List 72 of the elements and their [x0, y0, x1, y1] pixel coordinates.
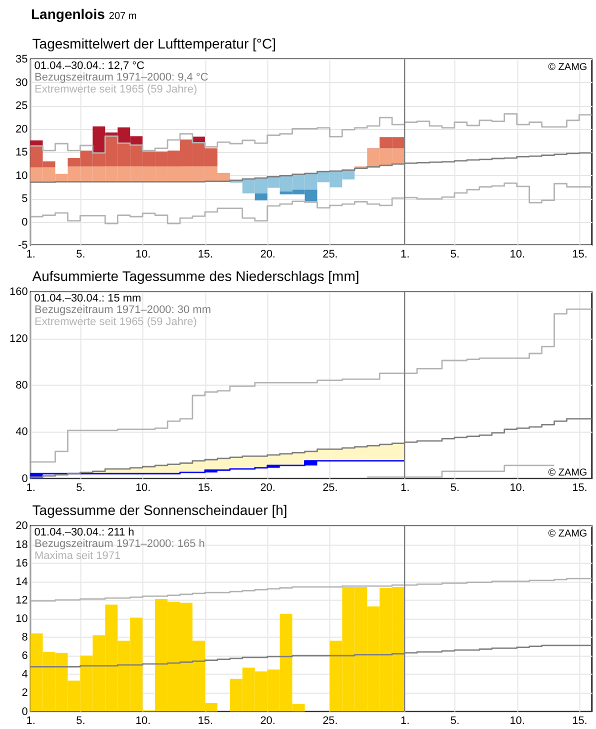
y-axis-title: Tagessumme der Sonnenscheindauer [h] — [32, 502, 288, 518]
y-tick-label: 0 — [22, 706, 28, 718]
x-tick-label: 15. — [572, 714, 588, 727]
x-tick-label: 10. — [135, 248, 151, 260]
text: Bezugszeitraum 1971–2000: 9,4 °C — [34, 72, 208, 84]
x-tick-label: 5. — [76, 482, 86, 494]
text: Extremwerte seit 1965 (59 Jahre) — [34, 316, 197, 328]
y-tick-label: 5 — [22, 193, 28, 205]
y-tick-label: 8 — [22, 632, 28, 644]
x-tick-label: 1. — [400, 248, 410, 260]
x-tick-label: 25. — [322, 248, 338, 260]
annotation: 01.04.–30.04.: 15 mm — [34, 292, 142, 305]
text: Extremwerte seit 1965 (59 Jahre) — [34, 84, 198, 96]
x-tick-label: 10. — [135, 714, 151, 727]
text: Maxima seit 1971 — [34, 550, 121, 562]
annotation: 01.04.–30.04.: 211 h — [34, 526, 134, 539]
y-tick-label: 10 — [16, 613, 28, 625]
x-tick-label: 15. — [198, 714, 214, 727]
x-tick-label: 5. — [450, 482, 460, 494]
annotation: 01.04.–30.04.: 12,7 °C — [34, 60, 145, 72]
text: Bezugszeitraum 1971–2000: 165 h — [34, 538, 205, 550]
x-tick-label: 15. — [572, 482, 588, 494]
y-tick-label: 16 — [16, 557, 28, 570]
x-tick-label: 1. — [400, 482, 410, 494]
x-tick-label: 1. — [26, 248, 36, 260]
x-tick-label: 20. — [260, 714, 276, 727]
x-tick-label: 5. — [76, 714, 86, 727]
x-tick-label: 5. — [76, 248, 86, 260]
x-tick-label: 25. — [322, 482, 338, 494]
x-tick-label: 10. — [135, 482, 151, 494]
y-tick-label: 30 — [16, 76, 28, 89]
y-tick-label: 80 — [16, 380, 28, 392]
x-tick-label: 25. — [322, 714, 338, 727]
y-tick-label: 160 — [9, 286, 28, 298]
chart-subtitle: 207 m — [108, 11, 137, 22]
y-tick-label: 40 — [16, 426, 28, 438]
y-tick-label: 20 — [16, 123, 28, 136]
y-tick-label: 4 — [22, 668, 28, 681]
x-tick-label: 15. — [198, 248, 214, 260]
annotation: © ZAMG — [548, 467, 588, 478]
x-tick-label: 15. — [198, 482, 214, 494]
y-tick-label: 120 — [9, 332, 28, 345]
x-tick-label: 10. — [510, 482, 525, 494]
x-tick-label: 1. — [26, 482, 36, 494]
y-tick-label: 25 — [16, 100, 28, 112]
y-tick-label: 15 — [16, 146, 28, 158]
x-tick-label: 10. — [510, 714, 525, 727]
y-tick-label: 14 — [16, 576, 28, 588]
x-tick-label: 10. — [510, 248, 525, 260]
y-tick-label: 0 — [22, 472, 28, 485]
annotation: © ZAMG — [548, 62, 588, 73]
y-tick-label: 35 — [16, 54, 28, 66]
x-tick-label: 5. — [450, 714, 460, 727]
x-tick-label: 15. — [572, 248, 588, 260]
text: Bezugszeitraum 1971–2000: 30 mm — [34, 304, 211, 316]
x-tick-label: 1. — [26, 714, 36, 727]
x-tick-label: 20. — [260, 248, 276, 260]
x-tick-label: 1. — [400, 714, 410, 727]
y-tick-label: 18 — [16, 538, 28, 551]
y-tick-label: 2 — [22, 687, 28, 700]
y-tick-label: -5 — [18, 240, 28, 252]
x-tick-label: 5. — [450, 248, 460, 260]
y-axis-title: Aufsummierte Tagessumme des Niederschlags [mm] — [32, 268, 360, 284]
y-tick-label: 10 — [16, 170, 28, 182]
y-axis-title: Tagesmittelwert der Lufttemperatur [°C] — [32, 36, 276, 52]
y-tick-label: 12 — [16, 594, 28, 606]
x-tick-label: 20. — [260, 482, 276, 494]
y-tick-label: 20 — [16, 520, 28, 532]
y-tick-label: 6 — [22, 650, 28, 662]
y-tick-label: 0 — [22, 216, 28, 228]
annotation: © ZAMG — [548, 528, 588, 540]
chart-title: Langenlois — [31, 6, 105, 22]
